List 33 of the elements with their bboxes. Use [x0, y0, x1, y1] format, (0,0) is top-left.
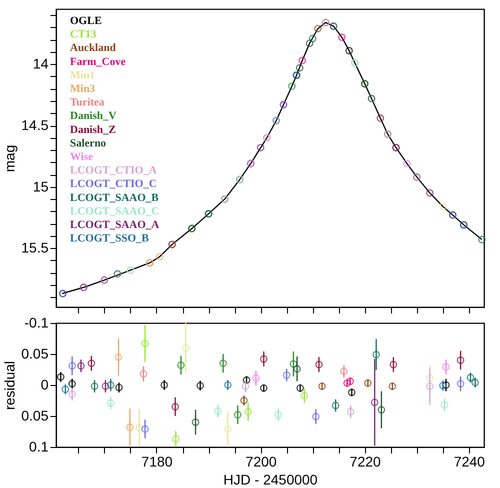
text: LCOGT_SSO_B — [70, 232, 150, 245]
text: LCOGT_SAAO_A — [70, 219, 160, 231]
y-tick-label: 14 — [32, 56, 49, 72]
text: Auckland — [70, 42, 116, 54]
text: Salerno — [70, 137, 107, 150]
text: LCOGT_CTIO_C — [70, 178, 157, 190]
text: LCOGT_SAAO_B — [70, 192, 160, 204]
x-axis-title: HJD - 2450000 — [223, 472, 318, 488]
text: CT13 — [70, 28, 97, 41]
y-axis-title: mag — [1, 144, 18, 172]
y-tick-label: 15 — [32, 178, 49, 194]
x-tick-label: 7220 — [350, 454, 382, 470]
x-tick-label: 7180 — [141, 454, 173, 470]
text: LCOGT_SAAO_C — [70, 205, 160, 218]
text: Min3 — [70, 83, 96, 95]
text: Danish_Z — [70, 124, 116, 136]
y-tick-label: 0.05 — [21, 346, 49, 362]
y-tick-label: -0.1 — [24, 314, 49, 330]
text: Danish_V — [70, 110, 117, 122]
y-tick-label: 0.1 — [29, 438, 49, 454]
text: Min1 — [70, 69, 96, 82]
text: LCOGT_CTIO_A — [70, 164, 157, 177]
y-tick-label: 15.5 — [21, 240, 49, 256]
text: Turitea — [70, 96, 105, 109]
text: OGLE — [70, 15, 102, 27]
y-tick-label: 0.05 — [21, 408, 49, 424]
y-axis-title: residual — [1, 360, 18, 410]
text: Farm_Cove — [70, 56, 126, 68]
text: Wise — [70, 151, 94, 163]
x-tick-label: 7240 — [454, 454, 486, 470]
y-tick-label: 0 — [40, 376, 49, 392]
y-tick-label: 14.5 — [21, 117, 49, 133]
x-tick-label: 7200 — [246, 454, 277, 470]
